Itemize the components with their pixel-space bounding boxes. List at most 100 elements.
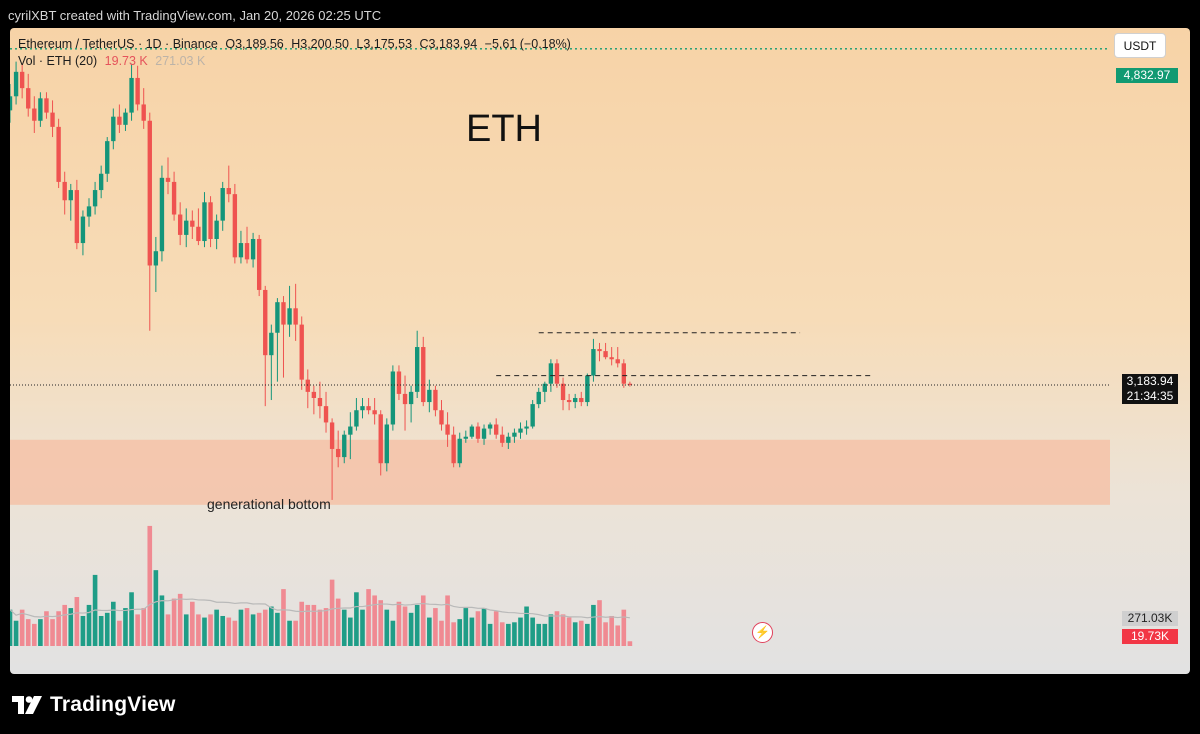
- volume-bar: [603, 622, 608, 646]
- volume-bar: [208, 614, 213, 646]
- volume-bar: [457, 619, 463, 646]
- last-price-tag: 3,183.94: [1122, 374, 1178, 389]
- candle-body: [335, 448, 341, 458]
- volume-bar: [98, 615, 104, 646]
- candle-body: [220, 188, 225, 221]
- candle-body: [202, 202, 207, 242]
- candle-body: [396, 371, 402, 394]
- candle-body: [281, 302, 286, 325]
- candle-body: [208, 202, 213, 239]
- price-chart[interactable]: [10, 28, 1190, 674]
- candle-body: [287, 308, 292, 325]
- volume-bar: [196, 614, 201, 646]
- volume-bar: [445, 595, 450, 646]
- legend-low: L3,175.53: [356, 37, 413, 51]
- chart-frame[interactable]: Ethereum / TetherUS · 1D · Binance O3,18…: [10, 28, 1190, 674]
- candle-body: [317, 397, 323, 407]
- candle-body: [414, 347, 420, 392]
- volume-bar: [147, 525, 153, 646]
- volume-bar: [117, 620, 122, 646]
- volume-bar: [414, 604, 420, 646]
- volume-bar: [493, 611, 499, 646]
- legend-vol-label: Vol · ETH (20): [18, 54, 98, 68]
- volume-bar: [190, 601, 195, 646]
- volume-bar: [74, 597, 80, 646]
- candle-body: [44, 98, 49, 113]
- candle-body: [165, 177, 171, 182]
- candle-body: [518, 428, 523, 433]
- candle-body: [457, 438, 462, 464]
- high-level-price-tag: 4,832.97: [1116, 68, 1178, 83]
- volume-bar: [68, 608, 74, 646]
- volume-bar: [530, 617, 535, 646]
- legend-vol-ma: 271.03 K: [155, 54, 206, 68]
- lightning-icon[interactable]: ⚡: [752, 622, 773, 643]
- candle-body: [372, 410, 377, 415]
- candle-body: [38, 98, 43, 121]
- volume-bar: [226, 617, 232, 646]
- candle-body: [196, 226, 201, 242]
- volume-bar: [335, 598, 341, 646]
- volume-bar: [481, 608, 487, 646]
- candle-body: [615, 359, 620, 364]
- candle-body: [129, 77, 134, 113]
- currency-button[interactable]: USDT: [1114, 33, 1166, 58]
- candle-body: [244, 243, 250, 260]
- volume-bar: [548, 614, 554, 646]
- candle-body: [427, 389, 432, 403]
- volume-bar: [323, 608, 329, 646]
- bar-countdown-tag: 21:34:35: [1122, 389, 1178, 404]
- candle-body: [311, 391, 317, 398]
- volume-bar: [104, 612, 110, 646]
- volume-bar: [451, 622, 456, 646]
- volume-bar: [281, 589, 286, 646]
- candle-body: [463, 436, 468, 439]
- candle-body: [469, 426, 475, 437]
- tradingview-wordmark: TradingView: [50, 693, 176, 716]
- volume-bar: [232, 620, 238, 646]
- volume-bar: [372, 595, 377, 646]
- volume-bar: [250, 614, 256, 646]
- candle-body: [323, 406, 329, 423]
- volume-bar: [348, 617, 353, 646]
- legend-high: H3,200.50: [291, 37, 349, 51]
- candle-body: [494, 424, 499, 435]
- volume-bar: [238, 609, 244, 646]
- candle-body: [621, 363, 626, 384]
- volume-bar: [244, 608, 250, 646]
- volume-bar: [86, 604, 92, 646]
- candle-body: [190, 220, 195, 227]
- volume-bar: [214, 609, 219, 646]
- candle-body: [250, 238, 256, 260]
- tradingview-logo: TradingView: [12, 692, 176, 718]
- candle-body: [50, 112, 55, 127]
- support-zone: [10, 439, 1110, 505]
- candle-body: [402, 393, 408, 405]
- zone-annotation: generational bottom: [207, 496, 331, 512]
- candle-body: [573, 397, 578, 403]
- volume-bar: [506, 623, 511, 646]
- candle-body: [238, 243, 244, 258]
- volume-bar: [293, 620, 298, 646]
- candle-body: [481, 428, 487, 439]
- volume-bar: [627, 641, 633, 646]
- legend-ohlc-row: Ethereum / TetherUS · 1D · Binance O3,18…: [18, 36, 571, 53]
- candle-body: [13, 71, 19, 97]
- volume-bar: [542, 623, 548, 646]
- candle-body: [342, 434, 347, 458]
- candle-body: [548, 363, 554, 384]
- candle-body: [384, 424, 389, 464]
- volume-bar: [25, 619, 31, 646]
- candle-body: [159, 177, 165, 252]
- volume-bar: [390, 620, 396, 646]
- candle-body: [105, 141, 110, 174]
- volume-bar: [269, 606, 274, 646]
- volume-bar: [402, 606, 408, 646]
- candle-body: [214, 220, 219, 239]
- legend-volume-row: Vol · ETH (20) 19.73 K 271.03 K: [18, 53, 571, 70]
- volume-bar: [62, 604, 68, 646]
- candle-body: [512, 432, 517, 437]
- candle-body: [524, 426, 529, 429]
- candle-body: [591, 349, 596, 376]
- candle-body: [10, 96, 13, 111]
